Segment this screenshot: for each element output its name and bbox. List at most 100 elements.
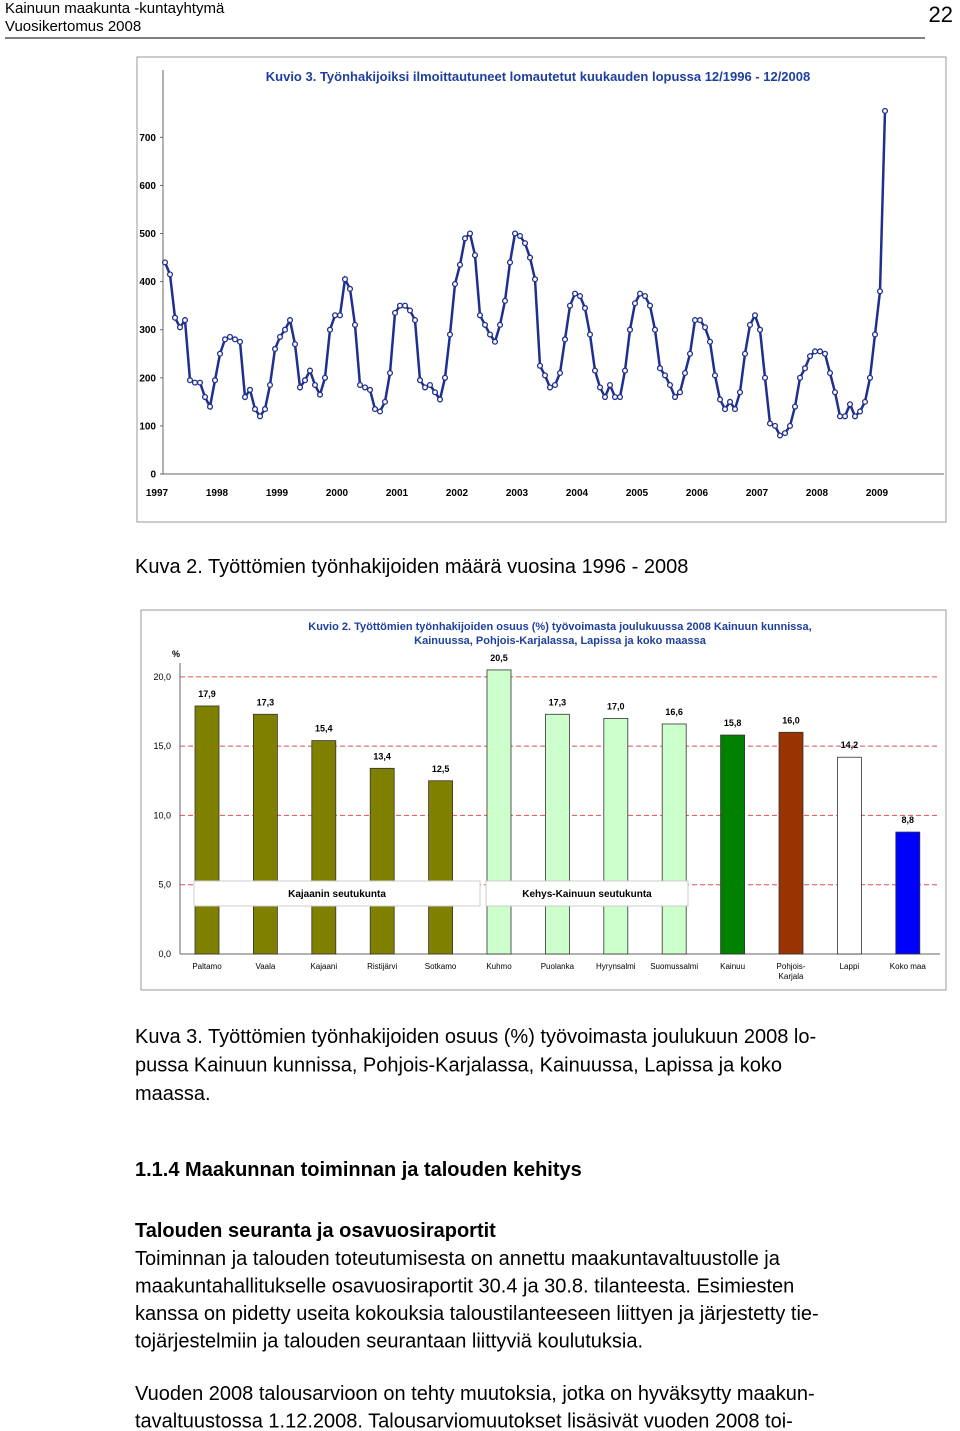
x-tick-label: 1998 <box>206 488 229 499</box>
x-tick-label: 2003 <box>506 488 529 499</box>
x-tick-label: Puolanka <box>541 962 575 971</box>
data-point <box>816 348 824 355</box>
y-tick-label: 10,0 <box>153 810 171 820</box>
x-tick-label: 2009 <box>866 488 889 499</box>
data-point <box>686 350 694 357</box>
x-tick-label: 2005 <box>626 488 649 499</box>
bar <box>895 831 921 955</box>
value-label: 16,6 <box>665 707 683 717</box>
data-point <box>876 288 884 295</box>
data-point <box>431 389 439 396</box>
value-label: 17,3 <box>257 697 275 707</box>
y-axis-label: % <box>172 649 180 659</box>
data-point <box>871 331 879 338</box>
chart-frame <box>136 56 947 523</box>
data-point <box>736 389 744 396</box>
paragraph-line: maakuntahallitukselle osavuosiraportit 3… <box>135 1276 794 1298</box>
figure-caption: pussa Kainuun kunnissa, Pohjois-Karjalas… <box>135 1055 782 1077</box>
x-tick-label: 2002 <box>446 488 469 499</box>
data-point <box>491 338 499 345</box>
data-point <box>406 307 414 314</box>
paragraph-line: tavaltuustossa 1.12.2008. Talousarviomuu… <box>135 1411 793 1431</box>
data-point <box>601 393 609 401</box>
bar <box>252 713 278 955</box>
x-tick-label: 1999 <box>266 488 289 499</box>
y-tick-label: 15,0 <box>153 741 171 751</box>
data-point <box>551 381 559 389</box>
data-point <box>241 393 249 401</box>
group-label: Kehys-Kainuun seutukunta <box>522 889 652 900</box>
data-point <box>321 374 329 381</box>
data-point <box>856 408 864 415</box>
data-point <box>706 338 714 345</box>
value-label: 13,4 <box>373 751 391 761</box>
data-point <box>666 381 674 389</box>
data-point <box>311 381 319 389</box>
y-tick-label: 100 <box>139 421 156 432</box>
group-box <box>485 880 689 907</box>
data-point <box>401 302 409 309</box>
data-point <box>306 367 314 374</box>
data-point <box>506 259 514 266</box>
data-point <box>291 341 299 348</box>
data-point <box>711 372 719 379</box>
x-tick-label: Kajaani <box>310 962 337 971</box>
x-tick-label: Vaala <box>255 962 275 971</box>
data-point <box>771 422 779 429</box>
data-point <box>351 321 359 328</box>
data-point <box>246 386 254 393</box>
data-point <box>176 324 184 331</box>
data-point <box>556 369 564 377</box>
data-point <box>476 312 484 319</box>
data-point <box>751 312 759 319</box>
data-point <box>466 230 474 237</box>
data-point <box>161 259 169 266</box>
data-point <box>531 276 539 283</box>
y-tick-label: 300 <box>139 325 156 336</box>
data-point <box>586 331 594 338</box>
data-point <box>236 338 244 345</box>
section-subheading: Talouden seuranta ja osavuosiraportit <box>135 1220 496 1242</box>
y-tick-label: 20,0 <box>153 672 171 682</box>
data-point <box>591 367 599 374</box>
data-point <box>341 276 349 283</box>
x-tick-label: 2001 <box>386 488 409 499</box>
data-point <box>806 353 814 360</box>
paragraph-line: Toiminnan ja talouden toteutumisesta on … <box>135 1248 781 1270</box>
x-tick-label: 2006 <box>686 488 709 499</box>
data-point <box>526 254 534 261</box>
data-point <box>381 398 389 405</box>
data-point <box>636 290 644 297</box>
data-point <box>371 406 379 413</box>
x-tick-label: Paltamo <box>192 962 222 971</box>
data-point <box>441 374 449 381</box>
data-point <box>671 393 679 401</box>
data-point <box>631 300 639 307</box>
x-tick-label: Koko maa <box>890 962 927 971</box>
data-point <box>471 252 479 259</box>
data-point <box>461 235 469 242</box>
value-label: 14,2 <box>841 740 859 750</box>
data-point <box>226 333 234 340</box>
x-tick-label: Lappi <box>840 962 860 971</box>
data-point <box>661 372 669 379</box>
data-point <box>376 408 384 415</box>
bar <box>486 669 512 955</box>
data-point <box>716 396 724 403</box>
x-tick-label: 2007 <box>746 488 769 499</box>
bar <box>837 756 862 955</box>
y-tick-label: 0,0 <box>158 949 171 959</box>
header-org: Kainuun maakunta -kuntayhtymä <box>5 0 225 17</box>
x-tick-label: Sotkamo <box>425 962 457 971</box>
data-point <box>521 240 529 247</box>
data-point <box>641 292 649 300</box>
data-point <box>366 386 374 393</box>
figure-caption: Kuva 2. Työttömien työnhakijoiden määrä … <box>135 556 688 578</box>
data-point <box>396 302 404 309</box>
y-tick-label: 700 <box>139 133 156 144</box>
data-point <box>496 321 504 328</box>
value-label: 15,4 <box>315 724 333 734</box>
y-tick-label: 5,0 <box>158 880 171 890</box>
data-point <box>621 367 629 374</box>
